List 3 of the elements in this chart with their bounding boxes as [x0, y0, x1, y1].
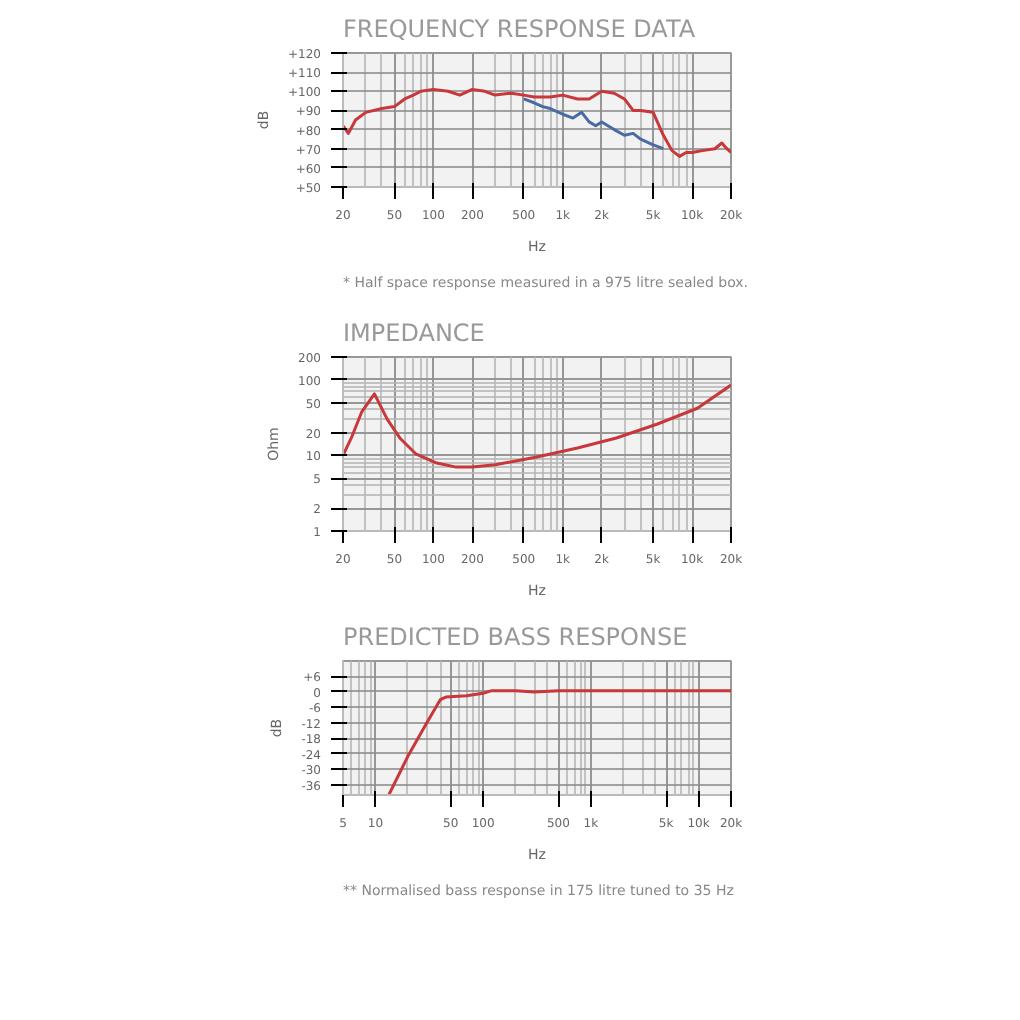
chart-title: FREQUENCY RESPONSE DATA — [343, 15, 697, 43]
chart-title: PREDICTED BASS RESPONSE — [343, 623, 688, 651]
chart-title: IMPEDANCE — [343, 319, 485, 347]
